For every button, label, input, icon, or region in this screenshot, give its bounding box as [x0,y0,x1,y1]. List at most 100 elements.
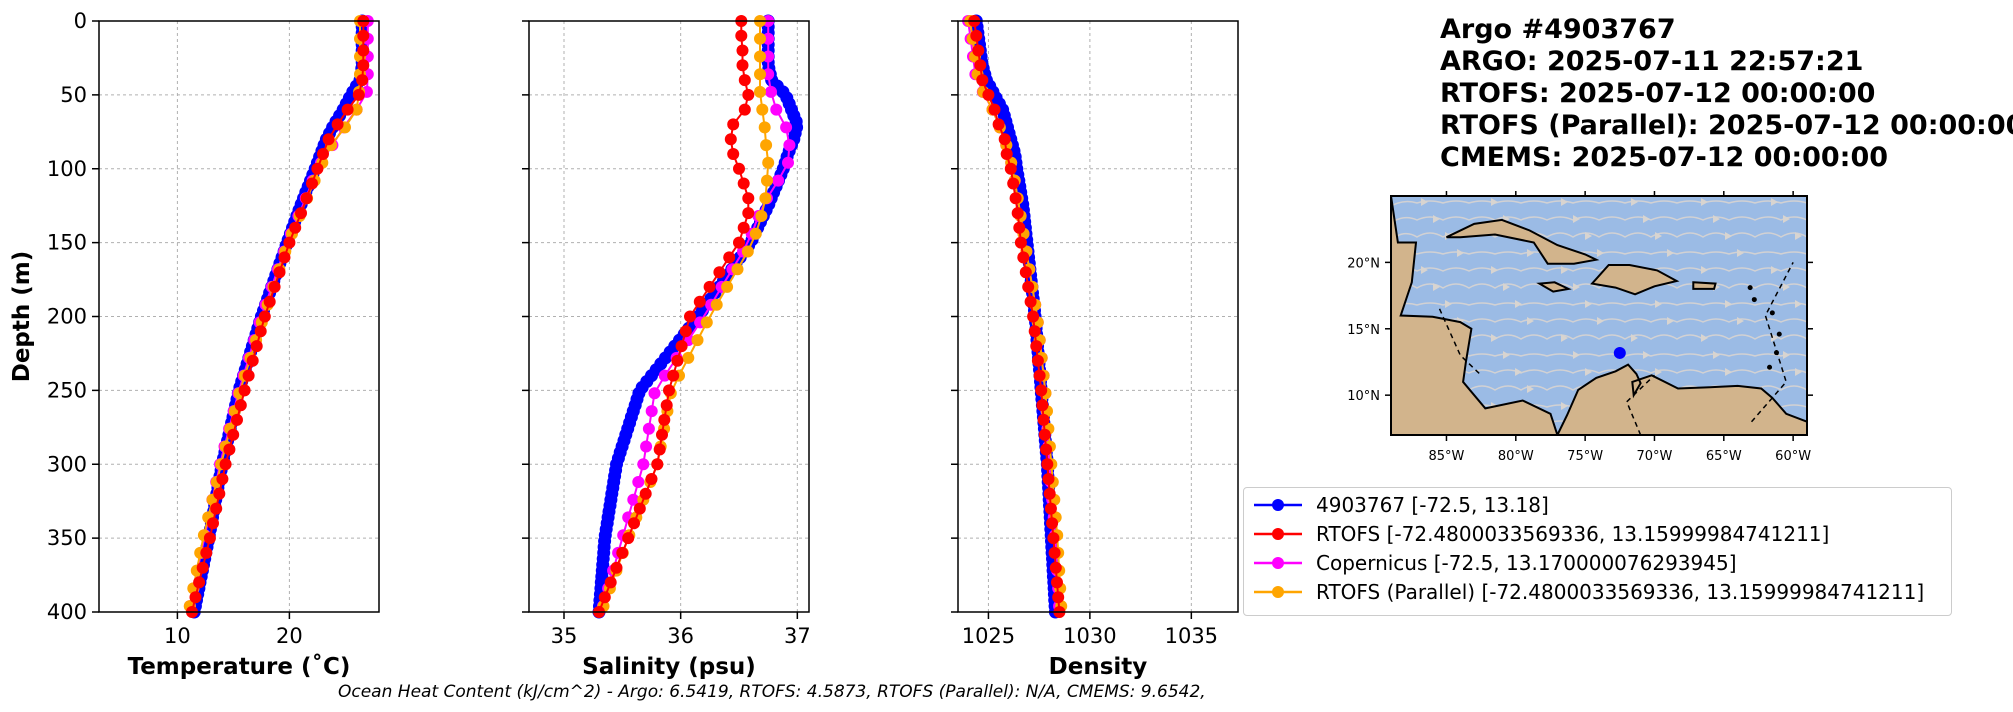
map-land-cuba [1446,218,1600,265]
map-land-hispaniola [1590,264,1680,296]
temperature-rtofs-point [306,177,318,190]
temperature-xlabel: Temperature (˚C) [128,653,351,680]
legend-entry-rtofs: RTOFS [-72.4800033569336, 13.15999984741… [1252,520,1829,548]
temperature-ytick-label: 250 [47,378,87,402]
map-streamline-arrow [1491,266,1498,274]
salinity-rtofs-point [610,561,623,574]
temperature-rtofs-point [219,458,232,471]
salinity-rtofs-point [723,251,736,264]
map-land-island [1747,285,1753,291]
temperature-rtofs-point [352,88,365,101]
legend-label-parallel: RTOFS (Parallel) [-72.4800033569336, 13.… [1316,580,1925,604]
temperature-parallel-point [350,103,363,116]
salinity-rtofs-point [633,502,646,515]
map-argo-location-marker [1613,346,1626,359]
map-land-island [1767,364,1773,370]
temperature-ytick-label: 300 [47,452,87,476]
salinity-copernicus-point [640,440,653,453]
title-argo-id: Argo #4903767 [1440,14,1676,45]
temperature-rtofs-point [283,236,296,249]
density-rtofs-point [1004,162,1017,175]
salinity-parallel-point [756,103,769,116]
temperature-rtofs-point [223,443,236,456]
temperature-rtofs-point [317,148,329,160]
map-streamline-arrow [1667,249,1674,257]
temperature-rtofs-point [242,369,255,382]
map-streamline-arrow [1795,300,1802,308]
density-rtofs-point [1037,413,1050,426]
ocean-heat-content-note: Ocean Heat Content (kJ/cm^2) - Argo: 6.5… [338,682,1206,702]
temperature-rtofs-point [258,310,271,323]
map-streamline-arrow [1795,368,1802,376]
map-xtick-label: 60°W [1775,449,1811,464]
temperature-rtofs-point [356,74,369,87]
map-streamline-arrow [1643,215,1650,223]
map-streamline-arrow [1771,266,1778,274]
density-rtofs-point [1052,591,1065,604]
salinity-copernicus-point [783,139,796,152]
temperature-rtofs-point [278,251,291,264]
salinity-rtofs-point [651,458,664,471]
map-streamline-arrow [1561,402,1568,410]
depth-ylabel: Depth (m) [9,251,35,383]
salinity-rtofs-point [628,517,640,530]
salinity-xtick-label: 35 [551,624,578,648]
salinity-copernicus-point [648,387,661,400]
map-xtick-label: 70°W [1637,449,1673,464]
map-streamline-arrow [1737,317,1744,325]
temperature-rtofs-point [322,133,335,146]
map-xtick-label: 80°W [1498,449,1534,464]
map-streamline-arrow [1701,266,1708,274]
salinity-copernicus-point [765,85,777,98]
legend-marker-parallel [1254,586,1302,598]
map-streamline-arrow [1445,300,1452,308]
map-streamline-arrow [1713,215,1720,223]
salinity-rtofs-point [616,546,629,559]
legend-marker-rtofs [1254,528,1302,540]
density-rtofs-point [1041,458,1054,471]
map-ytick-label: 20°N [1347,256,1380,271]
salinity-rtofs-point [675,340,688,353]
temperature-ytick-label: 0 [74,9,87,33]
map-streamline-arrow [1701,198,1708,206]
map-land-south-america [1556,363,1807,435]
salinity-rtofs-point [736,59,749,72]
map-streamline-arrow [1515,300,1522,308]
density-rtofs-point [1011,207,1024,220]
map-streamline-arrow [1597,317,1604,325]
salinity-rtofs-point [738,103,751,116]
map-streamline [1391,369,1807,377]
density-rtofs-point [1048,546,1061,559]
density-rtofs-point [1033,369,1046,382]
salinity-copernicus-point [632,476,645,488]
map-streamline-arrow [1783,283,1790,291]
temperature-rtofs-point [254,325,267,338]
map-streamline-arrow [1433,283,1440,291]
density-rtofs-point [1035,384,1048,397]
density-rtofs-point [988,103,1001,116]
map-streamline-arrow [1421,198,1428,206]
temperature-rtofs-point [357,44,370,57]
salinity-rtofs-point [693,295,706,308]
salinity-rtofs-point [724,133,737,146]
temperature-rtofs-point [268,280,281,293]
salinity-parallel-point [760,139,773,152]
temperature-ytick-label: 400 [47,600,87,624]
map-streamline-arrow [1725,300,1732,308]
map-streamline-arrow [1433,215,1440,223]
salinity-parallel-point [710,298,723,311]
salinity-parallel-point [731,263,744,276]
temperature-rtofs-point [250,340,263,353]
temperature-rtofs-point [193,576,206,589]
map-streamline-arrow [1643,351,1650,359]
map-ytick-label: 15°N [1347,323,1380,338]
salinity-copernicus-point [658,369,671,382]
density-rtofs-point [1013,221,1026,234]
density-rtofs-point [1051,576,1063,589]
temperature-rtofs-point [213,487,226,500]
salinity-rtofs-point [742,207,755,220]
temperature-rtofs-point [196,561,209,574]
map-streamline [1391,302,1807,309]
temperature-rtofs-point [216,473,229,485]
density-rtofs-point [1031,354,1044,367]
